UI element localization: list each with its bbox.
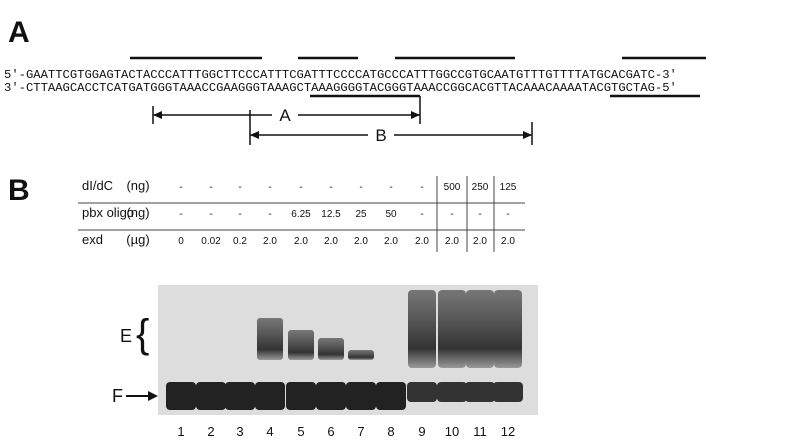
lane-number: 10 <box>445 424 459 439</box>
table-cell: 2.0 <box>384 236 398 247</box>
table-cell: 6.25 <box>291 209 311 220</box>
figure: A 5'-GAATTCGTGGAGTACTACCCATTTGGCTTCCCATT… <box>0 0 804 446</box>
complex-band <box>408 290 436 368</box>
band-label: E <box>120 326 132 346</box>
free-band <box>286 382 316 410</box>
lane-number: 11 <box>473 424 487 439</box>
complex-band <box>438 290 466 368</box>
table-cell: exd <box>82 232 103 247</box>
table-cell: 125 <box>500 182 517 193</box>
table-cell: 2.0 <box>473 236 487 247</box>
panel-label: B <box>8 174 30 207</box>
lane-number: 7 <box>357 424 364 439</box>
free-band <box>437 382 467 402</box>
table-cell: 2.0 <box>501 236 515 247</box>
table-cell: 25 <box>355 209 367 220</box>
free-band <box>316 382 346 410</box>
table-cell: 2.0 <box>294 236 308 247</box>
free-band <box>166 382 196 410</box>
free-band <box>225 382 255 410</box>
lane-number: 3 <box>236 424 243 439</box>
table-cell: - <box>179 182 182 193</box>
free-band <box>346 382 376 410</box>
complex-band <box>288 330 314 360</box>
table-cell: - <box>329 182 332 193</box>
table-cell: 2.0 <box>354 236 368 247</box>
complex-band <box>494 290 522 368</box>
table-cell: (ng) <box>126 205 149 220</box>
table-cell: - <box>299 182 302 193</box>
complex-band <box>318 338 344 360</box>
free-band <box>407 382 437 402</box>
brace: { <box>136 312 149 356</box>
table-cell: 250 <box>472 182 489 193</box>
table-cell: 2.0 <box>263 236 277 247</box>
lane-number: 6 <box>327 424 334 439</box>
table-cell: (µg) <box>126 232 149 247</box>
complex-band <box>466 290 494 368</box>
table-cell: 0.2 <box>233 236 247 247</box>
complex-band <box>257 318 283 360</box>
table-cell: - <box>420 209 423 220</box>
lane-number: 1 <box>177 424 184 439</box>
table-cell: - <box>268 209 271 220</box>
lane-number: 2 <box>207 424 214 439</box>
lane-number: 8 <box>387 424 394 439</box>
sequence-bottom: 3'-CTTAAGCACCTCATGATGGGTAAACCGAAGGGTAAAG… <box>4 81 677 95</box>
free-band <box>493 382 523 402</box>
table-cell: 2.0 <box>324 236 338 247</box>
table-cell: - <box>238 209 241 220</box>
table-cell: - <box>478 209 481 220</box>
free-band <box>465 382 495 402</box>
table-cell: - <box>420 182 423 193</box>
table-cell: - <box>450 209 453 220</box>
complex-band <box>348 350 374 360</box>
range-label: A <box>279 106 291 125</box>
panel-label: A <box>8 16 30 49</box>
table-cell: - <box>359 182 362 193</box>
table-cell: (ng) <box>126 178 149 193</box>
table-cell: 2.0 <box>445 236 459 247</box>
lane-number: 5 <box>297 424 304 439</box>
lane-number: 4 <box>266 424 273 439</box>
arrow <box>126 391 158 401</box>
table-cell: - <box>179 209 182 220</box>
table-cell: dI/dC <box>82 178 113 193</box>
table-cell: 500 <box>444 182 461 193</box>
range-arrows <box>153 96 532 145</box>
table-cell: - <box>268 182 271 193</box>
table-cell: 0.02 <box>201 236 221 247</box>
band-label: F <box>112 386 123 406</box>
table-cell: - <box>209 209 212 220</box>
table-cell: 12.5 <box>321 209 341 220</box>
table-cell: 0 <box>178 236 184 247</box>
range-label: B <box>375 126 386 145</box>
free-band <box>376 382 406 410</box>
lane-number: 9 <box>418 424 425 439</box>
table-cell: - <box>389 182 392 193</box>
table-cell: 2.0 <box>415 236 429 247</box>
free-band <box>196 382 226 410</box>
lane-number: 12 <box>501 424 515 439</box>
sequence-top: 5'-GAATTCGTGGAGTACTACCCATTTGGCTTCCCATTTC… <box>4 68 677 82</box>
free-band <box>255 382 285 410</box>
table-cell: 50 <box>385 209 397 220</box>
table-cell: - <box>506 209 509 220</box>
table-cell: - <box>238 182 241 193</box>
table-cell: - <box>209 182 212 193</box>
